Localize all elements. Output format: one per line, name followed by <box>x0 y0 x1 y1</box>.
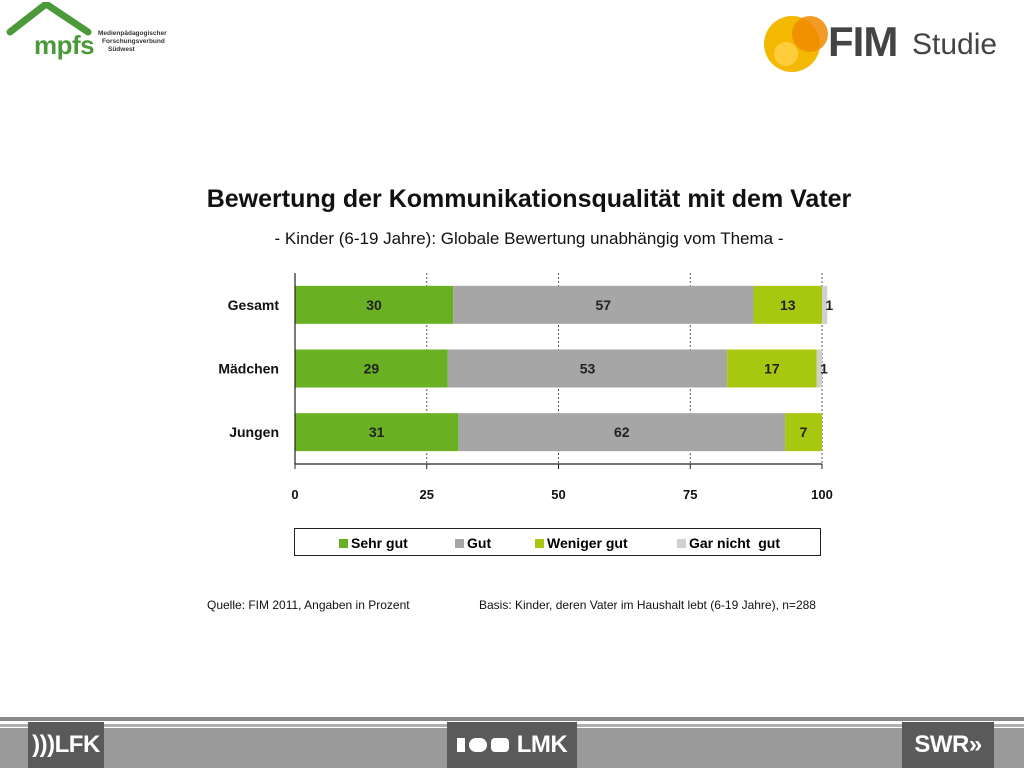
x-tick-label: 25 <box>420 487 434 502</box>
mpfs-roof-icon <box>6 2 92 36</box>
data-label: 30 <box>366 297 382 313</box>
legend-item-sehr-gut: Sehr gut <box>339 535 408 551</box>
basis-note: Basis: Kinder, deren Vater im Haushalt l… <box>479 598 816 612</box>
data-label: 13 <box>780 297 796 313</box>
data-label: 31 <box>369 424 385 440</box>
mpfs-logo-word: mpfs <box>34 30 95 60</box>
swr-logo: SWR» <box>902 722 994 768</box>
legend-swatch-sehr-gut <box>339 538 348 548</box>
legend-swatch-weniger-gut <box>535 538 544 548</box>
legend-item-gut: Gut <box>455 535 491 551</box>
bar-segment <box>727 349 817 388</box>
bar-segment <box>295 413 459 452</box>
chart-legend: Sehr gut Gut Weniger gut Gar nicht gut <box>294 528 821 556</box>
lfk-logo: )))LFK <box>28 722 104 768</box>
x-tick-label: 50 <box>551 487 565 502</box>
category-label: Jungen <box>229 424 279 440</box>
source-note: Quelle: FIM 2011, Angaben in Prozent <box>207 598 410 612</box>
legend-label: Sehr gut <box>351 535 408 551</box>
data-label: 57 <box>596 297 612 313</box>
bar-segment <box>753 285 822 324</box>
lmk-logo: LMK <box>447 722 577 768</box>
bar-segment <box>295 349 448 388</box>
legend-label: Weniger gut <box>547 535 628 551</box>
bar-segment <box>458 413 786 452</box>
legend-swatch-gut <box>455 538 464 548</box>
data-label: 1 <box>825 297 833 313</box>
data-label: 62 <box>614 424 630 440</box>
x-tick-label: 0 <box>291 487 298 502</box>
fim-logo-studie: Studie <box>912 28 998 61</box>
data-label: 17 <box>764 361 780 377</box>
lmk-mark-icon <box>468 738 487 752</box>
legend-item-weniger-gut: Weniger gut <box>535 535 628 551</box>
stacked-bar-chart: 30 57 13 1 Gesamt 29 53 17 1 Mädchen 31 62 7 Jungen 0 2… <box>218 273 833 502</box>
data-label: 29 <box>364 361 380 377</box>
chart-subtitle: - Kinder (6-19 Jahre): Globale Bewertung… <box>274 229 784 248</box>
data-label: 1 <box>820 361 828 377</box>
legend-swatch-gar-nicht-gut <box>677 538 686 548</box>
legend-label: Gut <box>467 535 492 551</box>
bar-segment <box>447 349 728 388</box>
x-tick-label: 75 <box>683 487 697 502</box>
bar-segment <box>785 413 822 452</box>
fim-logo-word: FIM <box>828 18 898 65</box>
mpfs-logo-subtitle: Medienpädagogischer Forschungsverbund Sü… <box>98 30 167 53</box>
chart-title: Bewertung der Kommunikationsqualität mit… <box>206 185 852 213</box>
bar-segment <box>822 285 828 324</box>
data-label: 53 <box>580 361 596 377</box>
legend-label: Gar nicht gut <box>689 535 780 551</box>
x-tick-label: 100 <box>811 487 833 502</box>
lmk-logo-word: LMK <box>516 731 568 758</box>
legend-item-gar-nicht-gut: Gar nicht gut <box>677 535 780 551</box>
fim-circles-icon <box>764 16 828 72</box>
category-label: Mädchen <box>218 361 279 377</box>
footer-rule <box>0 717 1024 721</box>
data-label: 7 <box>800 424 808 440</box>
lmk-mark-icon <box>490 738 509 752</box>
lmk-mark-icon <box>456 738 465 752</box>
category-label: Gesamt <box>228 297 280 313</box>
fim-studie-logo: FIM Studie <box>760 10 1010 76</box>
bar-segment <box>816 349 822 388</box>
mpfs-logo: mpfs Medienpädagogischer Forschungsverbu… <box>6 2 176 64</box>
bar-segment <box>295 285 454 324</box>
bar-segment <box>453 285 754 324</box>
